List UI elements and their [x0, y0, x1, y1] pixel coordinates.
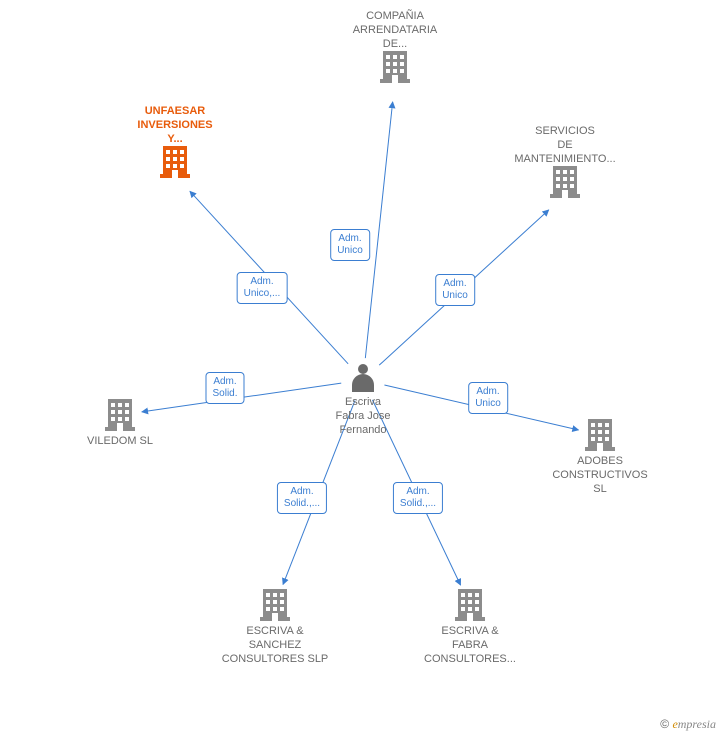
company-node[interactable]: ESCRIVA & SANCHEZ CONSULTORES SLP	[210, 589, 340, 666]
brand-rest: mpresia	[678, 717, 716, 731]
company-node[interactable]: UNFAESAR INVERSIONES Y...	[110, 105, 240, 182]
company-node[interactable]: ESCRIVA & FABRA CONSULTORES...	[405, 589, 535, 666]
building-icon	[585, 419, 615, 451]
company-node-label: UNFAESAR INVERSIONES Y...	[110, 105, 240, 146]
company-node[interactable]: ADOBES CONSTRUCTIVOS SL	[535, 419, 665, 496]
person-icon	[352, 364, 374, 392]
building-icon	[105, 399, 135, 431]
company-node-label: ESCRIVA & FABRA CONSULTORES...	[405, 625, 535, 666]
company-node-label: SERVICIOS DE MANTENIMIENTO...	[500, 125, 630, 166]
company-node-label: ADOBES CONSTRUCTIVOS SL	[535, 455, 665, 496]
building-icon	[160, 146, 190, 178]
edge-label: Adm. Solid.	[205, 372, 244, 404]
copyright: © empresia	[660, 717, 716, 732]
company-node-label: ESCRIVA & SANCHEZ CONSULTORES SLP	[210, 625, 340, 666]
edge-label: Adm. Solid.,...	[393, 482, 443, 514]
copyright-symbol: ©	[660, 717, 669, 731]
building-icon	[380, 51, 410, 83]
company-node[interactable]: VILEDOM SL	[55, 399, 185, 449]
company-node-label: COMPAÑIA ARRENDATARIA DE...	[330, 10, 460, 51]
center-node-label: Escriva Fabra Jose Fernando	[313, 396, 413, 437]
center-node[interactable]: Escriva Fabra Jose Fernando	[313, 364, 413, 437]
building-icon	[455, 589, 485, 621]
edge-label: Adm. Unico	[330, 229, 370, 261]
company-node[interactable]: SERVICIOS DE MANTENIMIENTO...	[500, 125, 630, 202]
company-node-label: VILEDOM SL	[55, 435, 185, 449]
edge-label: Adm. Unico	[468, 382, 508, 414]
building-icon	[260, 589, 290, 621]
edge-label: Adm. Unico,...	[237, 272, 288, 304]
edge-label: Adm. Solid.,...	[277, 482, 327, 514]
edge-label: Adm. Unico	[435, 274, 475, 306]
building-icon	[550, 166, 580, 198]
company-node[interactable]: COMPAÑIA ARRENDATARIA DE...	[330, 10, 460, 87]
